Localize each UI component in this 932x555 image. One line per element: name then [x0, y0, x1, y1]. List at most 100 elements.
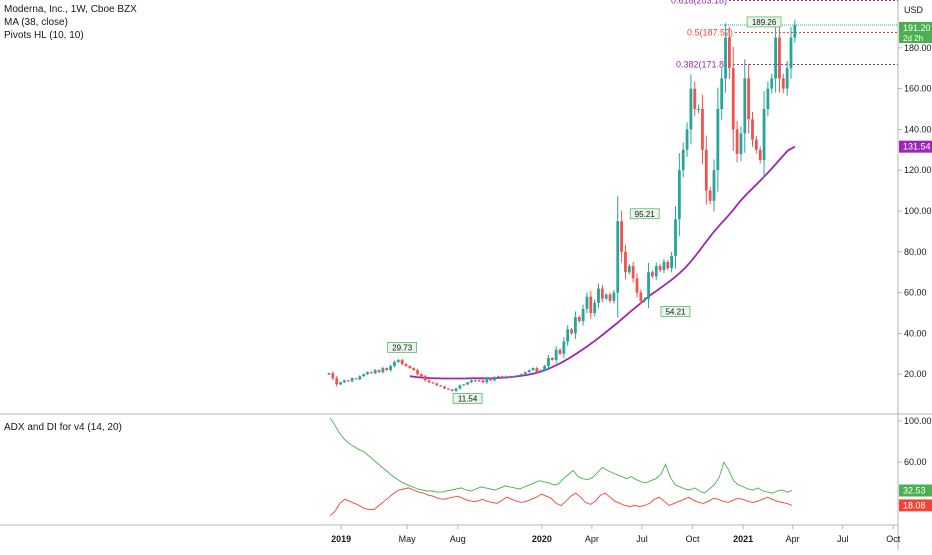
candle [770, 73, 774, 94]
candle [446, 388, 450, 390]
candle [585, 292, 589, 314]
fib-label: 0.618(203.18) [671, 0, 727, 6]
candle [677, 153, 681, 237]
candle [593, 299, 597, 317]
price-tick-label: 20.00 [904, 369, 927, 379]
candle [624, 244, 627, 280]
candle-body [427, 380, 431, 383]
candle-body [420, 374, 423, 377]
candle-body [616, 221, 620, 293]
pivots-legend[interactable]: Pivots HL (10, 10) [4, 30, 84, 41]
candle [647, 262, 650, 309]
candle-body [693, 88, 697, 109]
candle-body [458, 385, 462, 389]
candle-body [612, 292, 616, 301]
candle [373, 369, 377, 375]
candle [458, 384, 462, 390]
candle-body [674, 219, 677, 256]
candle [785, 61, 789, 96]
candle-body [708, 190, 712, 201]
candle-body [658, 266, 662, 271]
candle-body [774, 37, 777, 79]
ma-legend[interactable]: MA (38, close) [4, 17, 68, 28]
candle [697, 104, 700, 114]
candle [466, 381, 469, 386]
candle-body [377, 370, 381, 373]
fib-label: 0.5(187.52) [687, 27, 733, 37]
candle-body [758, 149, 762, 160]
candle-body [439, 385, 443, 387]
fib-layer: 0.618(203.18) 0.5(187.52) 0.382(171.8) [671, 0, 898, 70]
candle [758, 146, 762, 164]
candle [331, 371, 335, 381]
pivot-layer: 29.73 11.54 95.21 54.21 189.26 [387, 16, 782, 404]
candle-body [566, 329, 570, 342]
candle [604, 292, 608, 301]
candles-layer [327, 19, 797, 392]
candle [431, 381, 435, 384]
ma-layer [409, 145, 796, 380]
candle [574, 311, 577, 340]
candle-body [520, 374, 523, 376]
pivot-marker: 189.26 [746, 16, 782, 28]
candle [516, 374, 520, 377]
candle [766, 81, 770, 117]
candle-body [446, 388, 450, 390]
candle-body [527, 370, 531, 373]
candle [639, 289, 643, 304]
candle-body [485, 378, 489, 383]
candle [508, 375, 512, 378]
candle-body [743, 78, 747, 134]
candle-body [393, 361, 396, 367]
candle-body [697, 109, 700, 110]
main-legend: Moderna, Inc., 1W, Cboe BZX MA (38, clos… [4, 3, 137, 42]
time-tick-label: Aug [450, 534, 466, 544]
candle [631, 261, 635, 283]
candle [481, 379, 485, 384]
candle [443, 385, 446, 390]
symbol-title[interactable]: Moderna, Inc., 1W, Cboe BZX [4, 4, 137, 15]
candle [762, 91, 766, 178]
candle-body [685, 129, 689, 150]
candle [473, 379, 477, 382]
candle [562, 337, 566, 359]
candle-body [747, 78, 751, 120]
candle-body [462, 384, 466, 386]
candle [520, 373, 523, 376]
candle-body [543, 366, 546, 371]
pivot-box [660, 306, 691, 317]
candle [570, 327, 573, 335]
candle-body [766, 88, 770, 109]
candle-body [654, 266, 658, 277]
candle-body [570, 329, 573, 334]
adx-layer [329, 417, 793, 517]
pivot-label: 95.21 [635, 210, 656, 219]
ma-value-tag: 131.54 [899, 140, 932, 153]
ma-value-tag-text: 131.54 [903, 142, 931, 152]
candle-body [701, 109, 704, 150]
pivot-label: 54.21 [665, 307, 686, 316]
candle [493, 376, 496, 382]
candle [581, 304, 585, 326]
candle [389, 364, 392, 372]
candle [408, 365, 412, 369]
candle-body [724, 37, 727, 79]
price-tick-label: 60.00 [904, 288, 927, 298]
candle [662, 259, 666, 274]
candle-body [416, 370, 419, 375]
pivot-box [452, 393, 483, 404]
candle [620, 210, 623, 263]
pivot-marker: 54.21 [660, 306, 691, 317]
candle [658, 264, 662, 273]
candle [627, 263, 631, 275]
candle [477, 379, 481, 382]
candle [416, 368, 419, 376]
candle [427, 379, 431, 384]
candle [512, 375, 516, 378]
adx-title[interactable]: ADX and DI for v4 (14, 20) [4, 422, 122, 433]
candle-body [751, 119, 754, 140]
candle [739, 126, 743, 162]
